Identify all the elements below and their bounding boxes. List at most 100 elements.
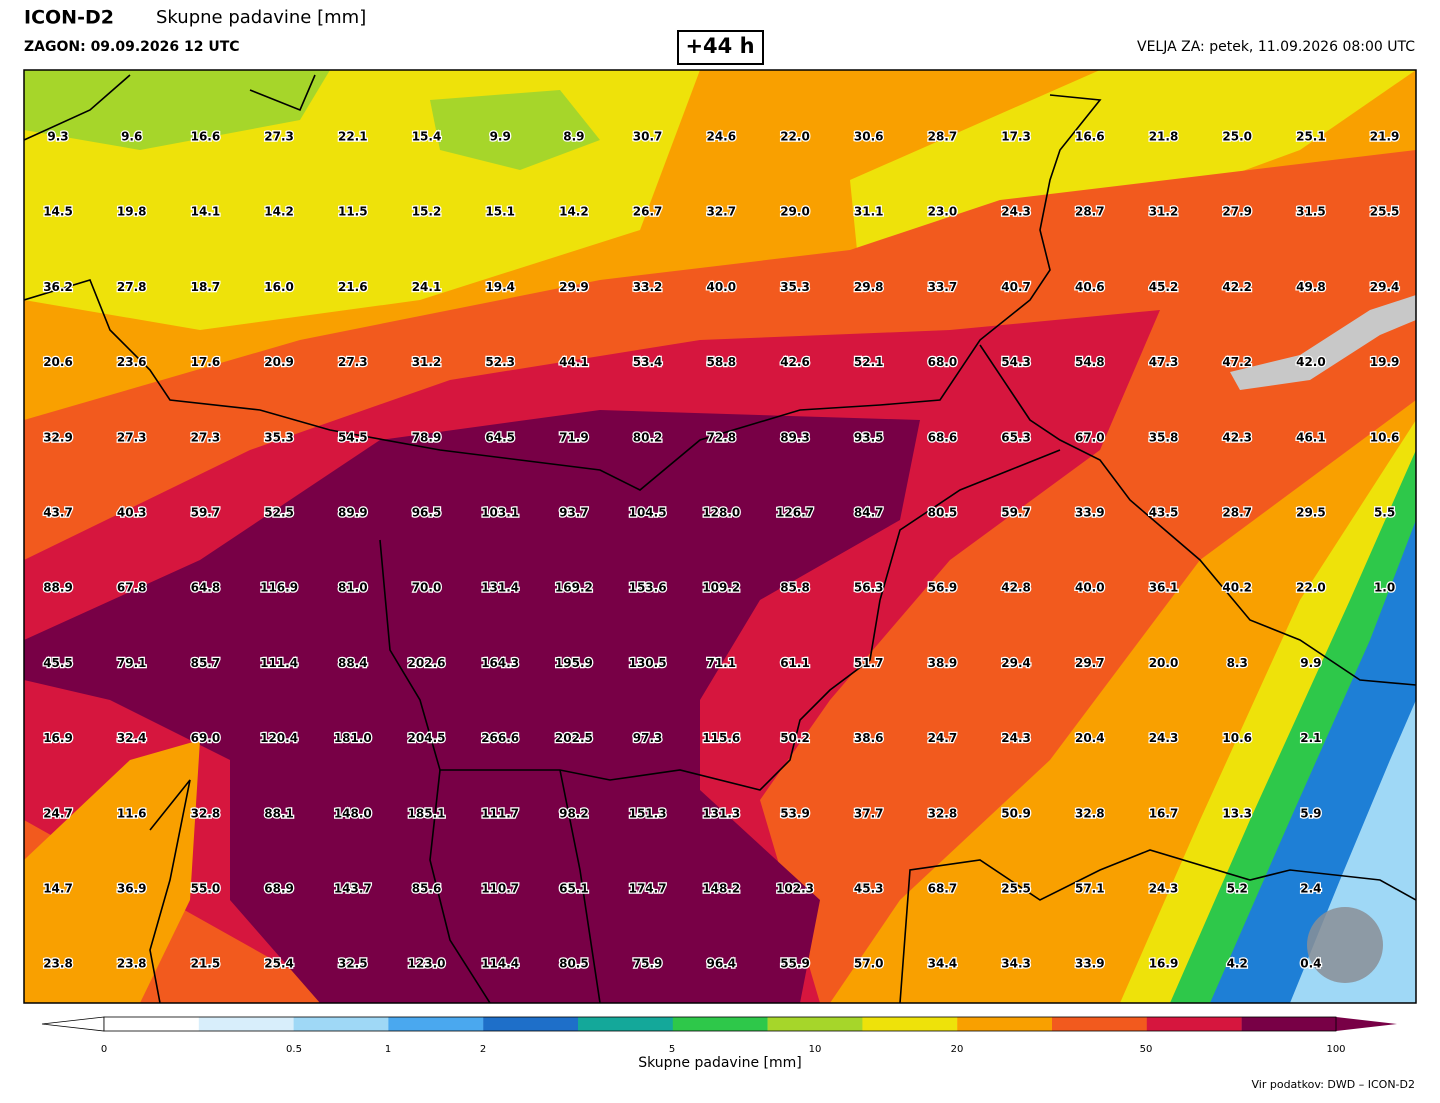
grid-value: 59.7 xyxy=(1001,506,1031,520)
grid-value: 24.1 xyxy=(412,280,442,294)
grid-value: 69.0 xyxy=(191,731,221,745)
grid-value: 14.7 xyxy=(43,882,73,896)
grid-value: 25.5 xyxy=(1001,882,1031,896)
grid-value: 114.4 xyxy=(481,957,519,971)
grid-value: 68.0 xyxy=(928,355,958,369)
grid-value: 33.2 xyxy=(633,280,663,294)
colorbar-label: 1 xyxy=(385,1044,391,1055)
grid-value: 40.0 xyxy=(1075,581,1105,595)
grid-value: 43.5 xyxy=(1149,506,1179,520)
grid-value: 58.8 xyxy=(706,355,736,369)
grid-value: 32.8 xyxy=(928,806,958,820)
grid-value: 42.0 xyxy=(1296,355,1326,369)
grid-value: 56.3 xyxy=(854,581,884,595)
grid-value: 21.6 xyxy=(338,280,368,294)
grid-value: 22.0 xyxy=(1296,581,1326,595)
grid-value: 51.7 xyxy=(854,656,884,670)
grid-value: 143.7 xyxy=(334,882,372,896)
grid-value: 204.5 xyxy=(408,731,446,745)
grid-value: 148.2 xyxy=(702,882,740,896)
grid-value: 52.1 xyxy=(854,355,884,369)
colorbar: 0 0.5 1 2 5 10 20 50 100 xyxy=(41,1016,1397,1055)
grid-value: 96.4 xyxy=(706,957,736,971)
grid-value: 68.9 xyxy=(264,882,294,896)
grid-value: 98.2 xyxy=(559,806,589,820)
grid-value: 40.0 xyxy=(706,280,736,294)
colorbar-label: 20 xyxy=(951,1044,964,1055)
grid-value: 25.4 xyxy=(264,957,294,971)
grid-value: 32.7 xyxy=(706,205,736,219)
grid-value: 38.9 xyxy=(928,656,958,670)
grid-value: 36.1 xyxy=(1149,581,1179,595)
grid-value: 38.6 xyxy=(854,731,884,745)
grid-value: 97.3 xyxy=(633,731,663,745)
grid-value: 22.1 xyxy=(338,130,368,144)
grid-value: 20.4 xyxy=(1075,731,1105,745)
grid-value: 31.1 xyxy=(854,205,884,219)
grid-value: 5.2 xyxy=(1227,882,1248,896)
grid-value: 126.7 xyxy=(776,506,814,520)
grid-value: 202.5 xyxy=(555,731,593,745)
grid-value: 8.3 xyxy=(1227,656,1248,670)
grid-value: 47.3 xyxy=(1149,355,1179,369)
grid-value: 131.4 xyxy=(481,581,519,595)
grid-value: 9.3 xyxy=(47,130,68,144)
grid-value: 21.5 xyxy=(191,957,221,971)
grid-value: 19.8 xyxy=(117,205,147,219)
grid-value: 88.9 xyxy=(43,581,73,595)
grid-value: 116.9 xyxy=(260,581,298,595)
grid-value: 34.4 xyxy=(928,957,958,971)
grid-value: 13.3 xyxy=(1222,806,1252,820)
grid-value: 10.6 xyxy=(1222,731,1252,745)
colorbar-segment xyxy=(1052,1017,1147,1031)
grid-value: 36.2 xyxy=(43,280,73,294)
grid-value: 42.2 xyxy=(1222,280,1252,294)
colorbar-segment xyxy=(388,1017,484,1031)
grid-value: 16.6 xyxy=(191,130,221,144)
grid-value: 33.9 xyxy=(1075,506,1105,520)
grid-value: 96.5 xyxy=(412,506,442,520)
grid-value: 120.4 xyxy=(260,731,298,745)
grid-value: 68.7 xyxy=(928,882,958,896)
run-time: ZAGON: 09.09.2026 12 UTC xyxy=(24,39,240,55)
grid-value: 16.0 xyxy=(264,280,294,294)
grid-value: 24.7 xyxy=(928,731,958,745)
grid-value: 27.3 xyxy=(338,355,368,369)
grid-value: 28.7 xyxy=(1075,205,1105,219)
grid-value: 57.1 xyxy=(1075,882,1105,896)
grid-value: 115.6 xyxy=(702,731,740,745)
grid-value: 4.2 xyxy=(1227,957,1248,971)
grid-value: 31.2 xyxy=(412,355,442,369)
grid-value: 25.5 xyxy=(1370,205,1400,219)
grid-value: 25.1 xyxy=(1296,130,1326,144)
colorbar-segment xyxy=(104,1017,199,1031)
grid-value: 15.4 xyxy=(412,130,442,144)
grid-value: 85.6 xyxy=(412,882,442,896)
grid-value: 72.8 xyxy=(706,430,736,444)
grid-value: 9.9 xyxy=(1300,656,1321,670)
grid-value: 11.5 xyxy=(338,205,368,219)
colorbar-label: 2 xyxy=(480,1044,486,1055)
grid-value: 104.5 xyxy=(629,506,667,520)
grid-value: 14.2 xyxy=(559,205,589,219)
grid-value: 43.7 xyxy=(43,506,73,520)
colorbar-segment xyxy=(1146,1017,1242,1031)
grid-value: 46.1 xyxy=(1296,430,1326,444)
grid-value: 52.5 xyxy=(264,506,294,520)
grid-value: 102.3 xyxy=(776,882,814,896)
grid-value: 16.7 xyxy=(1149,806,1179,820)
grid-value: 195.9 xyxy=(555,656,593,670)
grid-value: 17.6 xyxy=(191,355,221,369)
grid-value: 78.9 xyxy=(412,430,442,444)
grid-value: 35.8 xyxy=(1149,430,1179,444)
grid-value: 29.4 xyxy=(1370,280,1400,294)
grid-value: 30.6 xyxy=(854,130,884,144)
grid-value: 19.9 xyxy=(1370,355,1400,369)
grid-value: 47.2 xyxy=(1222,355,1252,369)
grid-value: 79.1 xyxy=(117,656,147,670)
grid-value: 2.1 xyxy=(1300,731,1321,745)
grid-value: 2.4 xyxy=(1300,882,1321,896)
grid-value: 164.3 xyxy=(481,656,519,670)
grid-value: 169.2 xyxy=(555,581,593,595)
